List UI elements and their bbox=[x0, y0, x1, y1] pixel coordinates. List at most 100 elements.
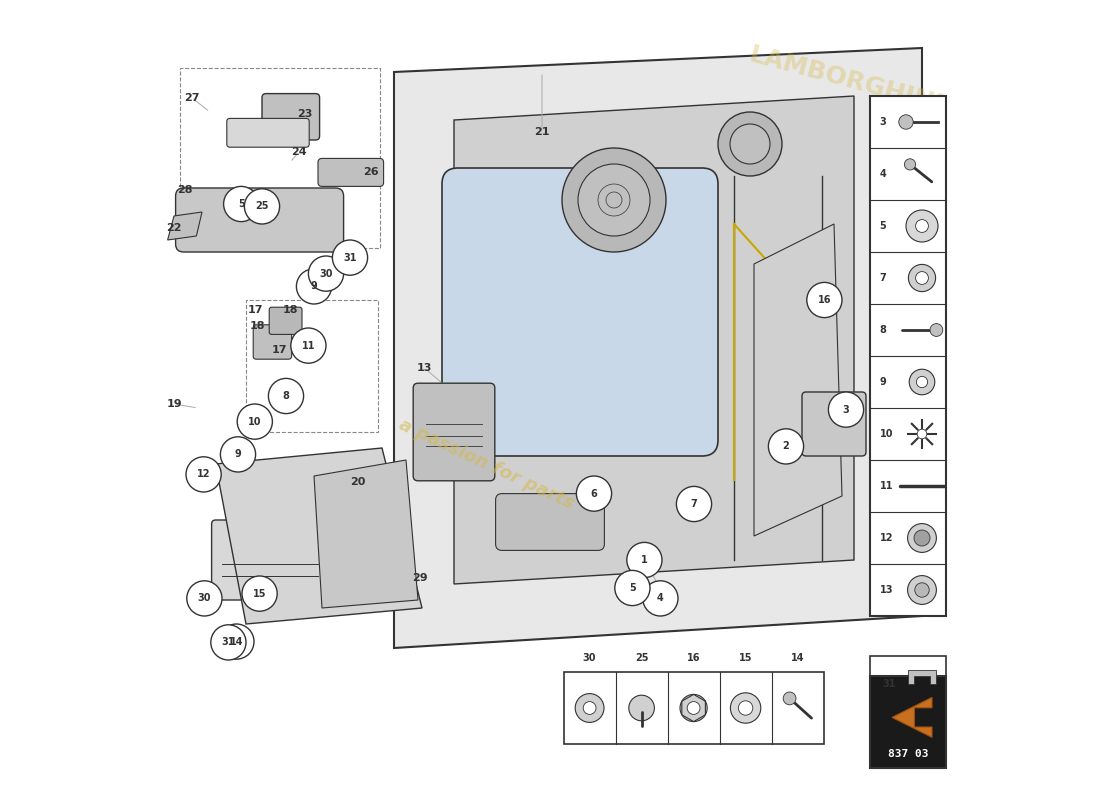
Bar bbox=[870, 96, 946, 616]
Circle shape bbox=[914, 530, 929, 546]
Text: 11: 11 bbox=[301, 341, 315, 350]
Circle shape bbox=[583, 702, 596, 714]
Circle shape bbox=[296, 269, 331, 304]
FancyBboxPatch shape bbox=[414, 383, 495, 481]
Text: 30: 30 bbox=[319, 269, 332, 278]
Circle shape bbox=[211, 625, 246, 660]
Text: 18: 18 bbox=[250, 322, 265, 331]
Text: 25: 25 bbox=[255, 202, 268, 211]
Text: 18: 18 bbox=[283, 306, 298, 315]
Text: 10: 10 bbox=[880, 429, 893, 439]
Circle shape bbox=[576, 476, 612, 511]
Text: 15: 15 bbox=[253, 589, 266, 598]
Circle shape bbox=[220, 437, 255, 472]
Text: 8: 8 bbox=[880, 325, 887, 335]
Text: 5: 5 bbox=[880, 221, 887, 231]
Text: 8: 8 bbox=[283, 391, 289, 401]
Circle shape bbox=[244, 189, 279, 224]
Text: 28: 28 bbox=[177, 186, 192, 195]
Text: 11: 11 bbox=[880, 481, 893, 491]
Circle shape bbox=[676, 486, 712, 522]
Text: 14: 14 bbox=[230, 637, 243, 646]
Text: 22: 22 bbox=[166, 223, 182, 233]
FancyBboxPatch shape bbox=[211, 520, 331, 600]
Text: 23: 23 bbox=[297, 109, 312, 118]
Text: 20: 20 bbox=[350, 477, 365, 486]
FancyBboxPatch shape bbox=[253, 325, 292, 359]
Text: 12: 12 bbox=[880, 533, 893, 543]
Text: 4: 4 bbox=[657, 594, 663, 603]
Circle shape bbox=[268, 378, 304, 414]
Text: 2: 2 bbox=[782, 442, 790, 451]
Circle shape bbox=[627, 542, 662, 578]
Text: 13: 13 bbox=[417, 363, 432, 373]
Circle shape bbox=[908, 524, 936, 552]
Circle shape bbox=[562, 148, 666, 252]
Circle shape bbox=[917, 429, 927, 438]
Circle shape bbox=[738, 701, 752, 715]
Polygon shape bbox=[454, 96, 854, 584]
Circle shape bbox=[219, 624, 254, 659]
Bar bbox=[563, 672, 824, 744]
Circle shape bbox=[915, 582, 930, 597]
Polygon shape bbox=[754, 224, 842, 536]
Text: 12: 12 bbox=[197, 470, 210, 479]
FancyBboxPatch shape bbox=[262, 94, 320, 140]
Circle shape bbox=[916, 376, 927, 388]
Text: 1: 1 bbox=[641, 555, 648, 565]
Polygon shape bbox=[314, 460, 418, 608]
Text: 4: 4 bbox=[880, 169, 887, 179]
FancyBboxPatch shape bbox=[227, 118, 309, 147]
Circle shape bbox=[242, 576, 277, 611]
Circle shape bbox=[915, 219, 928, 232]
Circle shape bbox=[186, 457, 221, 492]
Text: 25: 25 bbox=[635, 653, 648, 662]
FancyBboxPatch shape bbox=[270, 307, 302, 334]
Circle shape bbox=[909, 264, 936, 291]
Text: 5: 5 bbox=[238, 199, 244, 209]
Text: LAMBORGHINI: LAMBORGHINI bbox=[746, 42, 946, 118]
Text: 31: 31 bbox=[882, 679, 895, 689]
Text: a passion for parts: a passion for parts bbox=[396, 415, 576, 513]
Circle shape bbox=[332, 240, 367, 275]
Circle shape bbox=[828, 392, 864, 427]
Text: 5: 5 bbox=[629, 583, 636, 593]
Circle shape bbox=[906, 210, 938, 242]
Circle shape bbox=[915, 271, 928, 284]
Circle shape bbox=[730, 693, 761, 723]
FancyBboxPatch shape bbox=[442, 168, 718, 456]
Circle shape bbox=[308, 256, 343, 291]
Circle shape bbox=[930, 324, 943, 337]
Bar bbox=[870, 676, 946, 768]
Circle shape bbox=[908, 576, 936, 605]
Text: 21: 21 bbox=[535, 127, 550, 137]
Circle shape bbox=[904, 158, 915, 170]
Circle shape bbox=[629, 695, 654, 721]
Text: 17: 17 bbox=[272, 345, 287, 354]
FancyBboxPatch shape bbox=[318, 158, 384, 186]
Text: 9: 9 bbox=[310, 282, 318, 291]
Text: 837 03: 837 03 bbox=[888, 749, 928, 759]
Circle shape bbox=[718, 112, 782, 176]
Polygon shape bbox=[167, 212, 202, 240]
Text: 14: 14 bbox=[791, 653, 804, 662]
Circle shape bbox=[769, 429, 804, 464]
FancyBboxPatch shape bbox=[496, 494, 604, 550]
Text: 7: 7 bbox=[691, 499, 697, 509]
Text: 3: 3 bbox=[880, 117, 887, 127]
FancyBboxPatch shape bbox=[802, 392, 866, 456]
Text: 29: 29 bbox=[412, 573, 428, 582]
Polygon shape bbox=[394, 48, 922, 648]
Circle shape bbox=[290, 328, 326, 363]
Bar bbox=[870, 656, 946, 712]
Text: 26: 26 bbox=[363, 167, 378, 177]
Text: 9: 9 bbox=[234, 450, 241, 459]
Polygon shape bbox=[908, 670, 936, 684]
Text: 13: 13 bbox=[880, 585, 893, 595]
Text: 3: 3 bbox=[843, 405, 849, 414]
Bar bbox=[870, 96, 946, 616]
Polygon shape bbox=[216, 448, 422, 624]
Circle shape bbox=[783, 692, 796, 705]
Text: 6: 6 bbox=[591, 489, 597, 498]
Circle shape bbox=[910, 370, 935, 395]
